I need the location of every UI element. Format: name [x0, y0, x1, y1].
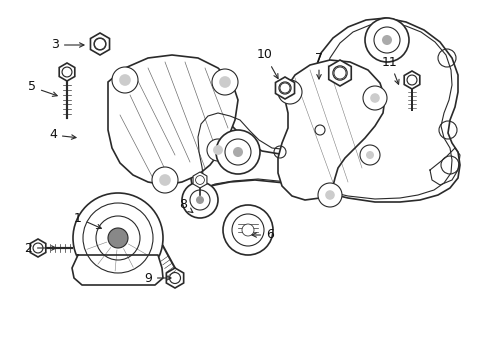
Polygon shape — [91, 33, 110, 55]
Circle shape — [159, 174, 171, 186]
Polygon shape — [278, 60, 385, 200]
Text: 6: 6 — [252, 229, 274, 242]
Circle shape — [213, 145, 223, 155]
Circle shape — [233, 147, 243, 157]
Text: 2: 2 — [24, 242, 56, 255]
Polygon shape — [404, 71, 420, 89]
Circle shape — [278, 80, 302, 104]
Circle shape — [365, 18, 409, 62]
Circle shape — [196, 196, 204, 204]
Polygon shape — [275, 77, 294, 99]
Text: 7: 7 — [315, 51, 323, 79]
Circle shape — [363, 86, 387, 110]
Text: 1: 1 — [74, 211, 101, 229]
Circle shape — [360, 145, 380, 165]
Circle shape — [325, 190, 335, 200]
Polygon shape — [72, 255, 163, 285]
Polygon shape — [30, 239, 46, 257]
Circle shape — [285, 87, 295, 97]
Circle shape — [216, 130, 260, 174]
Polygon shape — [329, 60, 351, 86]
Circle shape — [112, 67, 138, 93]
Text: 5: 5 — [28, 81, 57, 96]
Text: 4: 4 — [49, 129, 76, 141]
Text: 9: 9 — [144, 271, 171, 284]
Circle shape — [382, 35, 392, 45]
Circle shape — [152, 167, 178, 193]
Circle shape — [366, 151, 374, 159]
Polygon shape — [183, 18, 460, 202]
Circle shape — [219, 76, 231, 88]
Text: 3: 3 — [51, 39, 84, 51]
Text: 8: 8 — [179, 198, 193, 212]
Polygon shape — [59, 63, 75, 81]
Circle shape — [370, 93, 380, 103]
Circle shape — [212, 69, 238, 95]
Circle shape — [223, 205, 273, 255]
Circle shape — [318, 183, 342, 207]
Circle shape — [182, 182, 218, 218]
Circle shape — [108, 228, 128, 248]
Polygon shape — [166, 268, 184, 288]
Circle shape — [119, 74, 131, 86]
Circle shape — [242, 224, 254, 236]
Circle shape — [73, 193, 163, 283]
Circle shape — [207, 139, 229, 161]
Polygon shape — [193, 172, 207, 188]
Text: 11: 11 — [382, 55, 399, 84]
Polygon shape — [108, 55, 238, 185]
Text: 10: 10 — [257, 49, 278, 78]
